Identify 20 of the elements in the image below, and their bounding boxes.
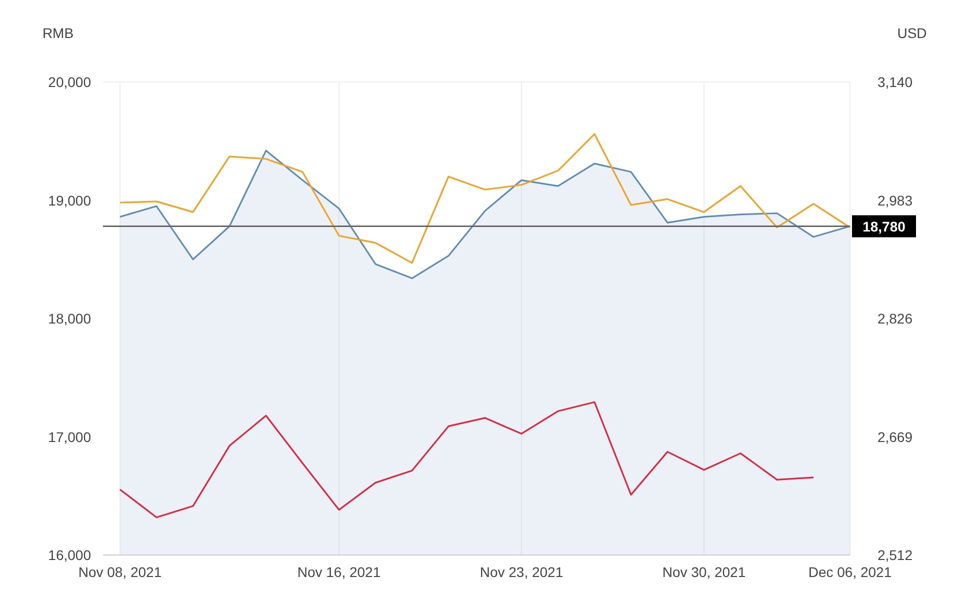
line-series [119, 133, 851, 264]
y-tick-label: 16,000 [48, 547, 92, 563]
x-tick-label: Nov 23, 2021 [480, 564, 564, 580]
x-tick-label: Dec 06, 2021 [808, 564, 892, 580]
y-axis-title: RMB [42, 25, 74, 41]
y-tick-label: 17,000 [48, 428, 92, 445]
x-tick-label: Nov 16, 2021 [297, 564, 381, 580]
y-tick-label: 19,000 [48, 192, 92, 208]
y2-tick-label: 2,826 [877, 310, 913, 326]
x-tick-label: Nov 08, 2021 [78, 564, 162, 580]
y2-axis-title: USD [897, 25, 927, 41]
y2-tick-label: 3,140 [877, 74, 913, 90]
x-tick-label: Nov 30, 2021 [662, 564, 746, 580]
y-tick-label: 18,000 [48, 310, 92, 326]
ref-line-label: 18,780 [862, 218, 906, 234]
y-tick-label: 20,000 [48, 74, 92, 90]
y2-tick-label: 2,669 [877, 428, 913, 445]
y2-tick-label: 2,983 [877, 192, 913, 208]
y2-tick-label: 2,512 [877, 547, 913, 563]
line-series [119, 401, 814, 518]
